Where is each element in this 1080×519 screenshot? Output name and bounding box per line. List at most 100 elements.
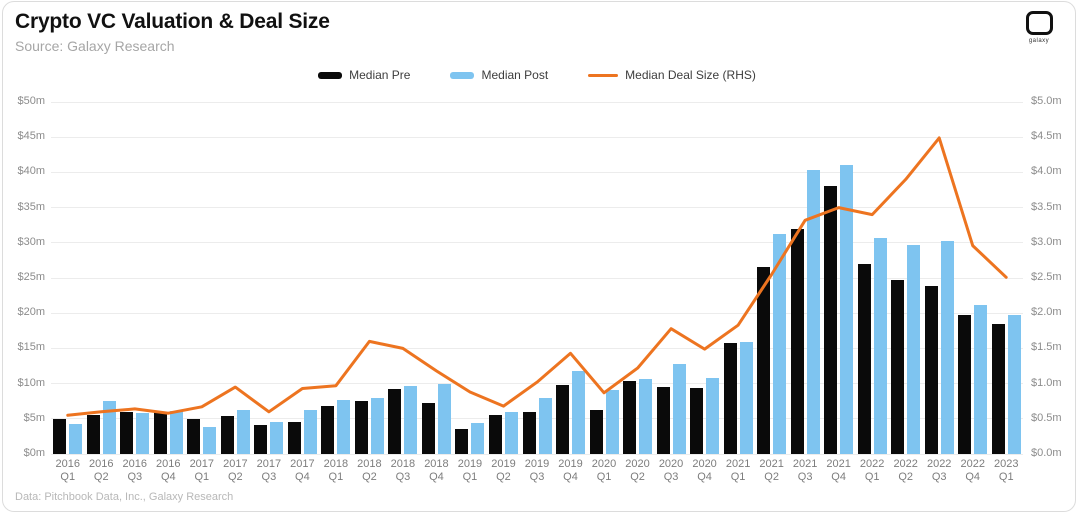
x-tick-year: 2017 xyxy=(223,458,248,470)
median-post-swatch-icon xyxy=(450,71,475,79)
bar-median-post xyxy=(672,363,686,454)
bar-median-post xyxy=(437,384,451,454)
bar-median-pre xyxy=(421,402,435,454)
bar-median-pre xyxy=(857,263,871,454)
x-tick-year: 2020 xyxy=(625,458,650,470)
x-axis-tick: 2017 Q3 xyxy=(251,458,287,484)
y-axis-left-tick: $0m xyxy=(23,447,45,459)
legend: Median Pre Median Post Median Deal Size … xyxy=(51,68,1023,82)
deal-size-line-swatch-icon xyxy=(588,73,619,77)
x-tick-year: 2017 xyxy=(256,458,282,470)
bar-median-post xyxy=(203,427,217,454)
x-tick-year: 2018 xyxy=(424,458,449,470)
bar-median-pre xyxy=(824,186,838,454)
bar-median-post xyxy=(806,170,820,454)
x-tick-quarter: Q4 xyxy=(697,471,712,483)
deal-size-polyline xyxy=(66,136,1008,417)
bar-median-post xyxy=(773,233,787,454)
bar-median-pre xyxy=(488,414,502,454)
chart-source: Source: Galaxy Research xyxy=(15,38,175,54)
bar-median-post xyxy=(504,411,518,454)
galaxy-logo: galaxy xyxy=(1017,11,1061,44)
bar-median-post xyxy=(605,389,619,454)
bar-median-pre xyxy=(690,387,704,454)
gridline xyxy=(51,101,1023,103)
x-tick-year: 2021 xyxy=(759,458,784,470)
bar-median-post xyxy=(974,304,988,454)
y-axis-left-tick: $15m xyxy=(17,341,45,354)
bar-median-pre xyxy=(455,428,469,454)
x-axis-tick: 2022 Q1 xyxy=(854,458,890,484)
x-tick-year: 2016 xyxy=(122,458,148,470)
bar-median-pre xyxy=(891,280,905,454)
chart-title: Crypto VC Valuation & Deal Size xyxy=(15,10,330,33)
x-tick-quarter: Q3 xyxy=(931,471,947,483)
gridline xyxy=(51,136,1023,138)
legend-label-median-post: Median Post xyxy=(481,68,549,82)
y-axis-left-tick: $50m xyxy=(17,95,45,107)
y-axis-right-tick: $4.0m xyxy=(1031,165,1062,178)
y-axis-right-tick: $0.0m xyxy=(1031,447,1062,459)
x-tick-year: 2018 xyxy=(390,458,416,470)
x-tick-year: 2019 xyxy=(524,458,550,470)
x-axis-tick: 2018 Q4 xyxy=(418,458,454,484)
x-tick-quarter: Q4 xyxy=(563,471,578,483)
legend-item-median-post: Median Post xyxy=(450,68,548,82)
x-tick-year: 2021 xyxy=(725,458,751,470)
chart-card: Crypto VC Valuation & Deal Size Source: … xyxy=(2,1,1076,512)
x-tick-year: 2018 xyxy=(323,458,349,470)
x-tick-quarter: Q4 xyxy=(295,471,310,483)
bar-median-post xyxy=(471,423,485,454)
x-axis-tick: 2021 Q4 xyxy=(821,458,857,484)
x-tick-quarter: Q1 xyxy=(864,471,880,483)
gridline xyxy=(51,171,1023,173)
bar-median-post xyxy=(337,399,351,454)
y-axis-left-tick: $30m xyxy=(17,235,45,248)
y-axis-left-tick: $5m xyxy=(23,411,45,424)
x-tick-quarter: Q3 xyxy=(663,471,679,483)
bar-median-post xyxy=(873,237,887,454)
y-axis-right-tick: $0.5m xyxy=(1031,411,1062,424)
x-tick-year: 2019 xyxy=(457,458,483,470)
x-tick-quarter: Q4 xyxy=(160,471,176,483)
y-axis-right-tick: $3.5m xyxy=(1031,200,1062,213)
bar-median-pre xyxy=(287,421,301,454)
x-tick-year: 2016 xyxy=(55,458,80,470)
bar-median-post xyxy=(370,398,384,454)
y-axis-left-tick: $45m xyxy=(17,130,45,143)
x-axis-tick: 2016 Q1 xyxy=(50,458,86,484)
legend-item-deal-size: Median Deal Size (RHS) xyxy=(588,68,756,82)
bar-median-post xyxy=(404,386,418,454)
gridline xyxy=(51,418,1023,420)
x-tick-quarter: Q1 xyxy=(60,471,76,483)
x-tick-quarter: Q2 xyxy=(228,471,243,483)
x-tick-quarter: Q2 xyxy=(362,471,377,483)
bar-median-pre xyxy=(187,418,201,454)
x-tick-quarter: Q4 xyxy=(831,471,846,483)
x-axis-tick: 2016 Q3 xyxy=(117,458,153,484)
bar-median-post xyxy=(102,400,116,454)
y-axis-left-tick: $20m xyxy=(17,306,45,319)
x-tick-year: 2018 xyxy=(357,458,382,470)
bar-median-post xyxy=(940,241,954,454)
x-axis-tick: 2018 Q1 xyxy=(318,458,354,484)
x-tick-quarter: Q4 xyxy=(965,471,981,483)
bar-median-post xyxy=(236,409,250,454)
x-tick-year: 2016 xyxy=(89,458,114,470)
plot-area xyxy=(51,101,1023,455)
bar-median-pre xyxy=(153,411,167,454)
y-axis-left-tick: $40m xyxy=(17,165,45,178)
deal-size-line xyxy=(66,136,1008,417)
x-axis-tick: 2022 Q4 xyxy=(955,458,991,484)
y-axis-right-tick: $1.5m xyxy=(1031,341,1062,354)
gridline xyxy=(51,207,1023,209)
y-axis-right-tick: $2.0m xyxy=(1031,306,1062,319)
y-axis-right-tick: $1.0m xyxy=(1031,376,1062,389)
y-axis-right: $0.0m $0.5m $1.0m $1.5m $2.0m $2.5m $3.0m $3.5m… xyxy=(1027,95,1075,459)
x-tick-year: 2017 xyxy=(189,458,215,470)
y-axis-left-tick: $10m xyxy=(17,376,45,389)
bar-median-pre xyxy=(958,314,972,454)
bar-median-pre xyxy=(254,425,268,454)
bar-median-pre xyxy=(790,228,804,454)
x-tick-quarter: Q1 xyxy=(462,471,478,483)
